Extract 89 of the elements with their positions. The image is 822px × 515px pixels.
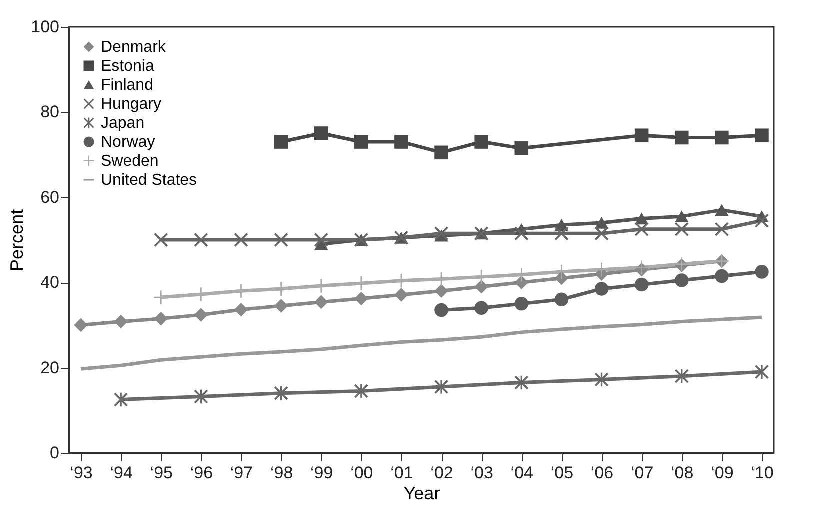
- x-axis-title: Year: [404, 484, 440, 504]
- point: [274, 386, 288, 400]
- point: [554, 292, 569, 307]
- y-tick-label: 20: [40, 358, 60, 378]
- legend-label: Hungary: [101, 96, 162, 113]
- point: [234, 233, 248, 247]
- point: [434, 284, 448, 298]
- x-tick-label: ‘09: [711, 464, 734, 482]
- point: [755, 214, 769, 228]
- y-tick-label: 60: [40, 188, 60, 207]
- legend-label: Estonia: [101, 58, 154, 75]
- x-tick-label: ‘04: [510, 464, 534, 482]
- point: [634, 222, 649, 236]
- point: [394, 135, 408, 149]
- x-tick-label: ‘99: [310, 464, 334, 482]
- x-tick-label: ‘06: [590, 464, 614, 482]
- point: [314, 126, 328, 140]
- point: [634, 278, 649, 292]
- point: [715, 269, 729, 284]
- point: [434, 226, 448, 240]
- x-tick-label: ‘94: [110, 464, 133, 482]
- point: [154, 312, 168, 326]
- point: [194, 233, 208, 247]
- point: [554, 226, 569, 240]
- point: [434, 146, 448, 160]
- point: [394, 288, 408, 302]
- point: [674, 222, 689, 236]
- x-tick-label: ‘00: [350, 464, 374, 482]
- legend-label: Finland: [101, 77, 154, 94]
- y-tick-label: 100: [31, 18, 60, 36]
- point: [514, 276, 529, 290]
- point: [354, 384, 368, 398]
- x-tick-label: ‘93: [70, 464, 93, 482]
- legend-label: Norway: [101, 134, 156, 151]
- point: [154, 233, 168, 247]
- point: [674, 274, 689, 288]
- x-tick-label: ‘96: [190, 464, 214, 482]
- point: [474, 301, 488, 316]
- point: [514, 226, 529, 240]
- legend-label: United States: [101, 172, 198, 189]
- point: [755, 365, 769, 379]
- point: [594, 226, 609, 240]
- point: [514, 297, 529, 311]
- point: [194, 308, 208, 322]
- x-tick-label: ‘97: [230, 464, 254, 482]
- legend-label: Denmark: [101, 39, 167, 56]
- point: [674, 210, 689, 223]
- point: [514, 142, 529, 156]
- x-tick-label: ‘01: [390, 464, 414, 482]
- point: [634, 128, 649, 143]
- legend-label: Japan: [101, 115, 145, 132]
- point: [755, 128, 769, 143]
- x-tick-label: ‘05: [550, 464, 574, 482]
- x-tick-label: ‘08: [671, 464, 694, 482]
- y-tick-label: 80: [40, 102, 60, 122]
- x-tick-label: ‘10: [751, 464, 774, 482]
- point: [274, 299, 288, 313]
- x-tick-label: ‘07: [630, 464, 654, 482]
- point: [114, 314, 128, 329]
- point: [514, 376, 529, 390]
- point: [74, 318, 88, 332]
- x-tick-label: ‘98: [270, 464, 294, 482]
- point: [354, 292, 368, 306]
- point: [354, 135, 368, 149]
- point: [715, 204, 729, 216]
- legend-label: Sweden: [101, 153, 159, 170]
- point: [474, 280, 488, 294]
- point: [234, 302, 248, 317]
- point: [474, 135, 488, 149]
- point: [715, 222, 729, 236]
- y-axis-title: Percent: [7, 209, 28, 272]
- point: [274, 233, 288, 247]
- point: [715, 130, 729, 145]
- point: [114, 392, 128, 407]
- point: [274, 135, 288, 149]
- point: [594, 282, 609, 296]
- point: [314, 233, 328, 247]
- point: [755, 265, 769, 279]
- line-series: [79, 316, 764, 371]
- x-tick-label: ‘02: [430, 464, 454, 482]
- point: [314, 295, 328, 310]
- y-tick-label: 0: [50, 444, 60, 462]
- y-tick-label: 40: [40, 273, 60, 292]
- point: [434, 303, 448, 318]
- x-tick-label: ‘95: [150, 464, 173, 482]
- point: [674, 369, 689, 384]
- point: [434, 380, 448, 394]
- x-tick-label: ‘03: [470, 464, 494, 482]
- point: [674, 130, 689, 145]
